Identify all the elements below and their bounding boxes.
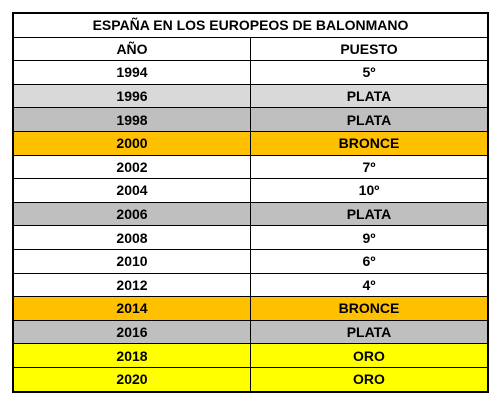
position-cell: ORO — [250, 343, 489, 368]
year-cell: 1996 — [12, 83, 251, 109]
position-cell: 5º — [250, 60, 489, 85]
row: 2014 BRONCE — [12, 296, 489, 321]
year-cell: 2008 — [12, 225, 251, 250]
year-cell: 2002 — [12, 154, 251, 180]
position-cell: 7º — [250, 154, 489, 180]
position-cell: BRONCE — [250, 296, 489, 321]
year-cell: 2006 — [12, 201, 251, 227]
header-row: AÑO PUESTO — [12, 36, 489, 62]
year-cell: 2010 — [12, 248, 251, 274]
row: 2010 6º — [12, 248, 489, 274]
year-cell: 2016 — [12, 319, 251, 345]
row: 2002 7º — [12, 154, 489, 180]
position-cell: 9º — [250, 225, 489, 250]
year-cell: 2020 — [12, 366, 251, 393]
position-cell: ORO — [250, 366, 489, 393]
results-table: ESPAÑA EN LOS EUROPEOS DE BALONMANO AÑO P… — [12, 12, 489, 393]
position-cell: PLATA — [250, 107, 489, 132]
year-cell: 2012 — [12, 272, 251, 298]
year-cell: 2000 — [12, 130, 251, 156]
year-cell: 2004 — [12, 178, 251, 203]
row: 2016 PLATA — [12, 319, 489, 345]
header-cell: AÑO — [12, 36, 251, 62]
row: 2006 PLATA — [12, 201, 489, 227]
row: 1994 5º — [12, 60, 489, 85]
position-cell: BRONCE — [250, 130, 489, 156]
position-cell: 10º — [250, 178, 489, 203]
year-cell: 2018 — [12, 343, 251, 368]
position-cell: PLATA — [250, 319, 489, 345]
table-title: ESPAÑA EN LOS EUROPEOS DE BALONMANO — [12, 12, 489, 38]
position-cell: 4º — [250, 272, 489, 298]
row: 2018 ORO — [12, 343, 489, 368]
year-cell: 1998 — [12, 107, 251, 132]
position-cell: PLATA — [250, 201, 489, 227]
row: 2004 10º — [12, 178, 489, 203]
row: 1996 PLATA — [12, 83, 489, 109]
row: 2020 ORO — [12, 366, 489, 393]
year-cell: 2014 — [12, 296, 251, 321]
row: 2000 BRONCE — [12, 130, 489, 156]
position-cell: 6º — [250, 248, 489, 274]
row: 2012 4º — [12, 272, 489, 298]
title-row: ESPAÑA EN LOS EUROPEOS DE BALONMANO — [12, 12, 489, 38]
position-cell: PLATA — [250, 83, 489, 109]
header-cell: PUESTO — [250, 36, 489, 62]
year-cell: 1994 — [12, 60, 251, 85]
row: 2008 9º — [12, 225, 489, 250]
row: 1998 PLATA — [12, 107, 489, 132]
